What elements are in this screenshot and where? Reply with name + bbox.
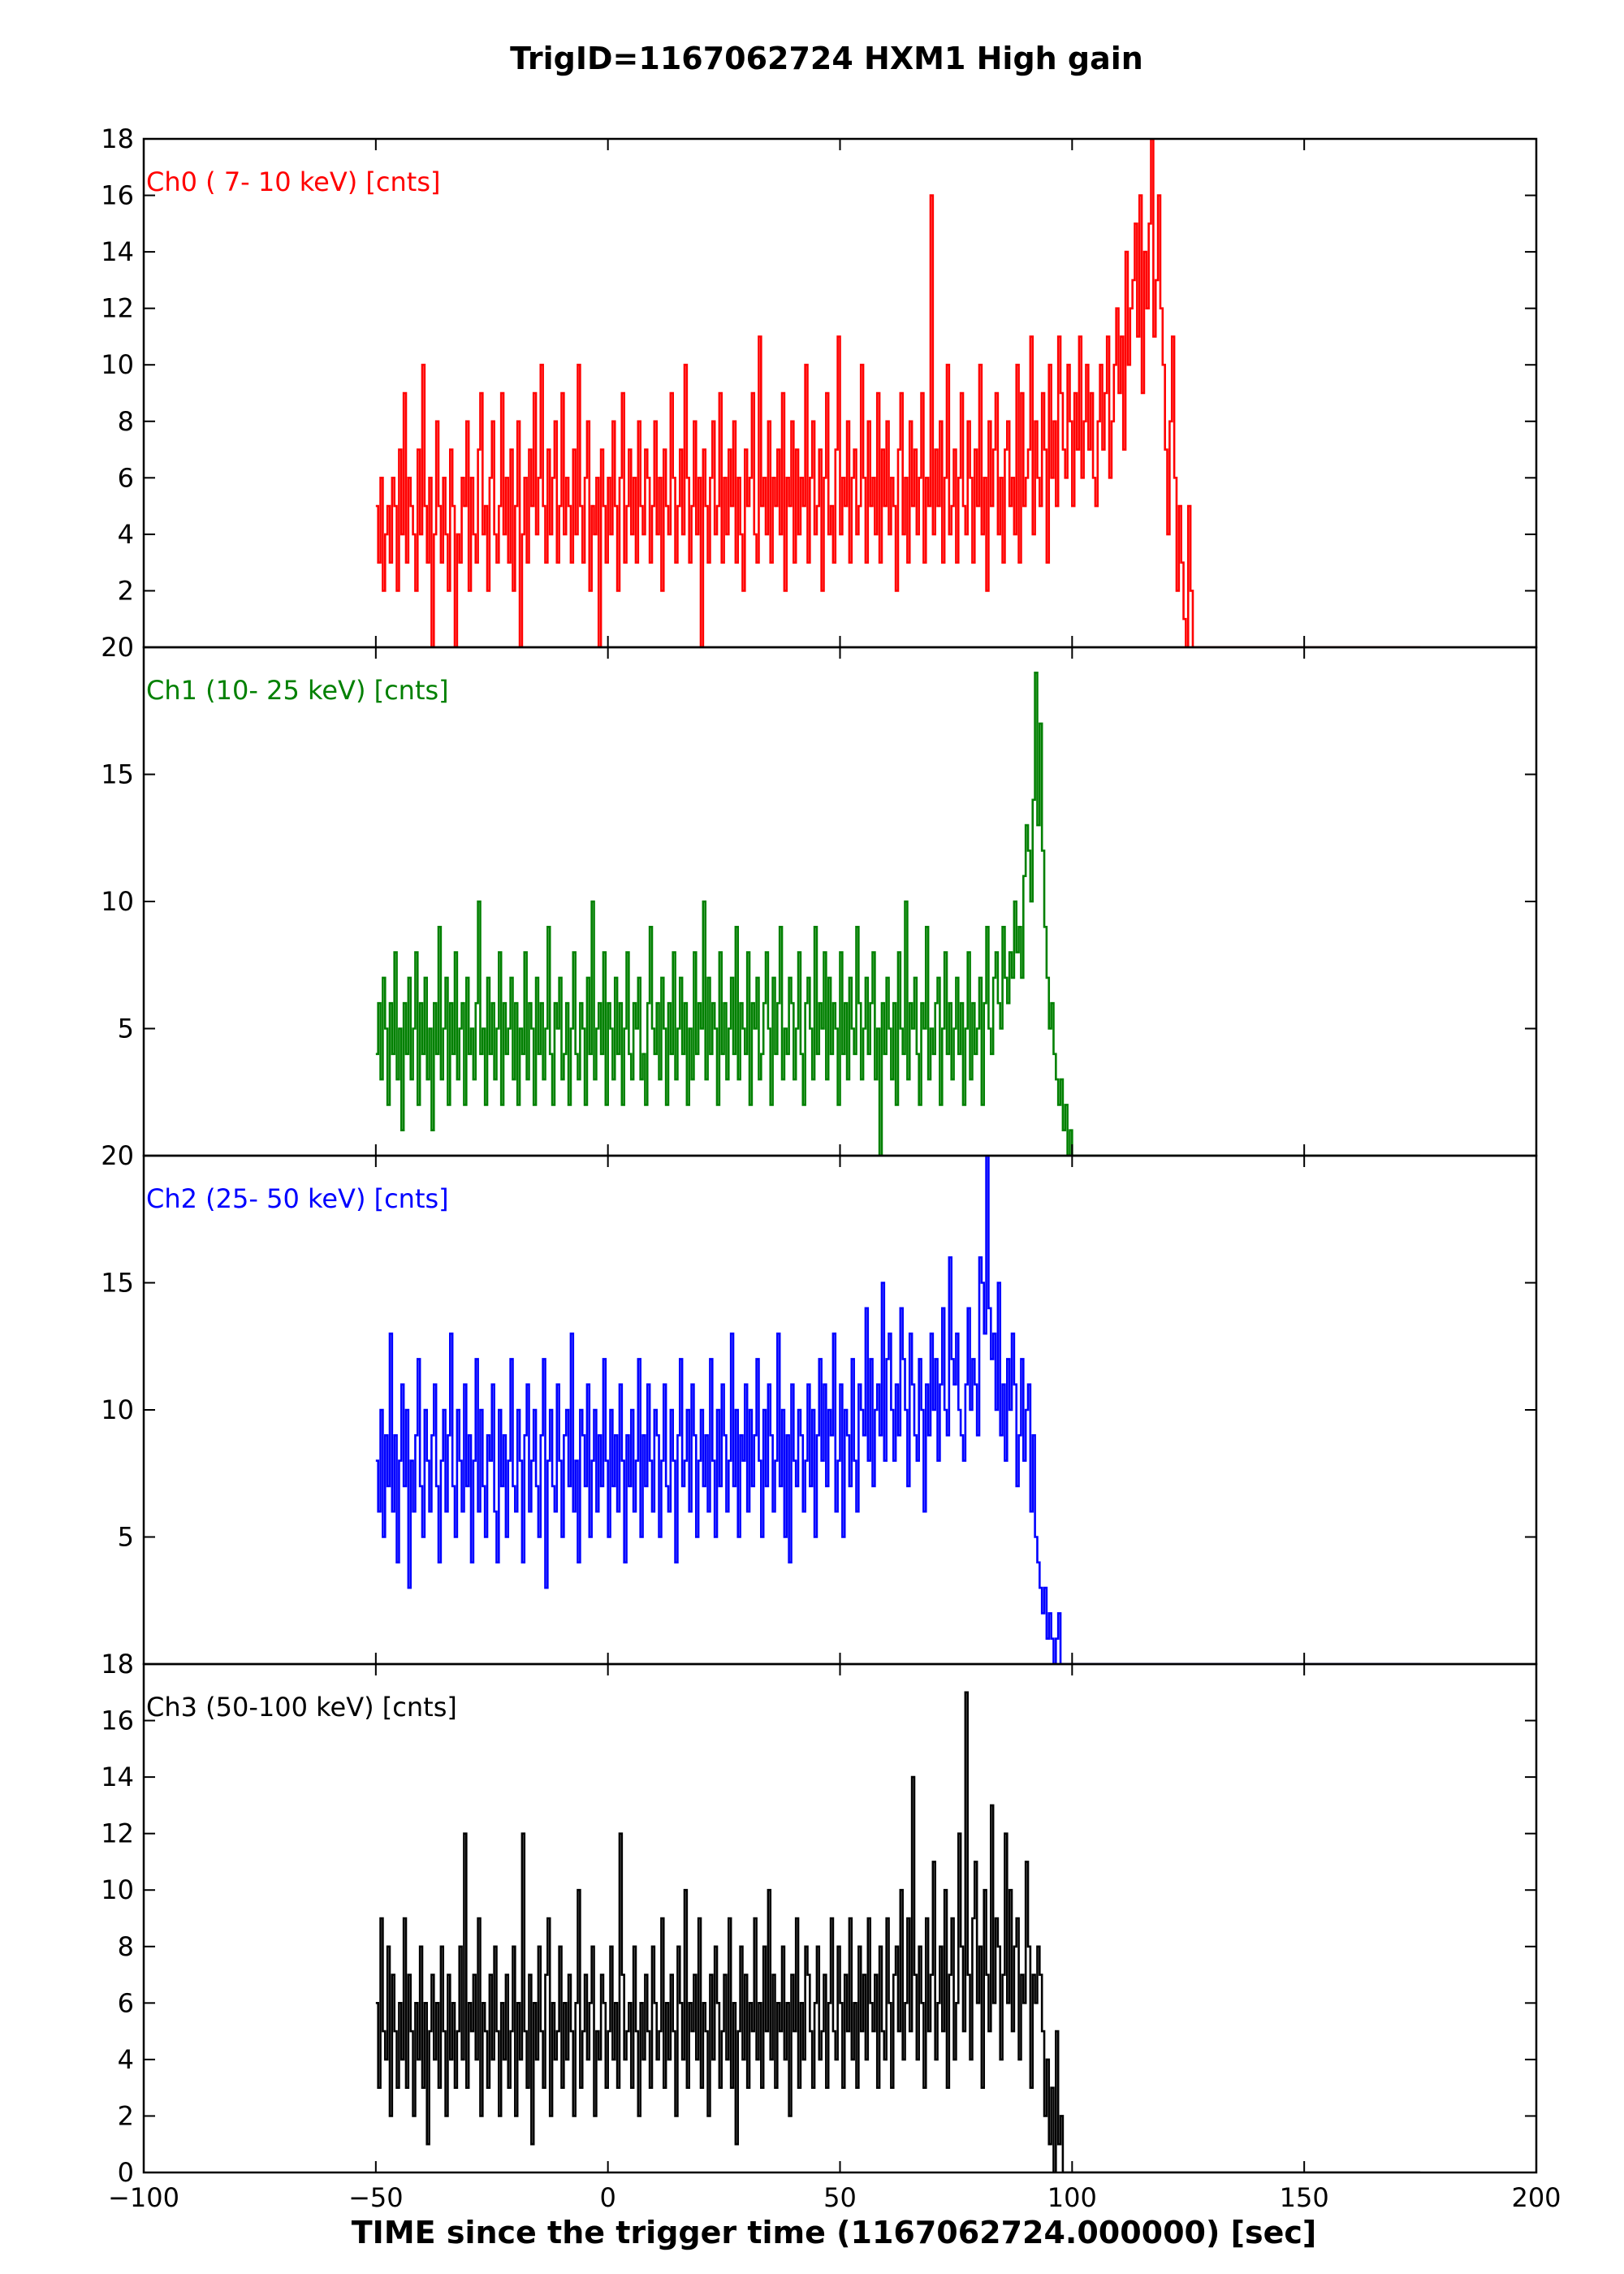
y-tick-label: 20 bbox=[101, 632, 134, 663]
x-tick-label: 0 bbox=[599, 2182, 615, 2213]
x-tick-label: 200 bbox=[1511, 2182, 1561, 2213]
y-tick-label: 10 bbox=[101, 1394, 134, 1425]
y-tick-label: 16 bbox=[101, 1706, 134, 1736]
panel-label-ch3: Ch3 (50-100 keV) [cnts] bbox=[146, 1692, 457, 1723]
y-tick-label: 16 bbox=[101, 180, 134, 211]
y-tick-label: 6 bbox=[118, 462, 134, 493]
y-tick-label: 14 bbox=[101, 1762, 134, 1792]
series-line-ch2 bbox=[375, 1156, 1421, 1664]
x-axis-label: TIME since the trigger time (1167062724.… bbox=[352, 2215, 1316, 2250]
y-tick-label: 0 bbox=[118, 2157, 134, 2188]
y-tick-label: 12 bbox=[101, 1818, 134, 1849]
y-tick-label: 18 bbox=[101, 123, 134, 154]
x-tick-label: 100 bbox=[1047, 2182, 1097, 2213]
y-tick-label: 20 bbox=[101, 1140, 134, 1171]
y-tick-label: 6 bbox=[118, 1987, 134, 2018]
y-tick-label: 10 bbox=[101, 886, 134, 917]
y-tick-label: 15 bbox=[101, 1268, 134, 1299]
y-tick-label: 2 bbox=[118, 2100, 134, 2131]
y-tick-label: 18 bbox=[101, 1649, 134, 1680]
x-axis: −100 −50 0 50 100 150 200 bbox=[108, 2182, 1561, 2213]
x-tick-label: 50 bbox=[823, 2182, 857, 2213]
panel-label-ch1: Ch1 (10- 25 keV) [cnts] bbox=[146, 675, 449, 706]
y-tick-label: 4 bbox=[118, 519, 134, 550]
figure-title: TrigID=1167062724 HXM1 High gain bbox=[510, 41, 1143, 76]
y-tick-label: 8 bbox=[118, 1931, 134, 1962]
y-tick-label: 12 bbox=[101, 293, 134, 324]
y-tick-label: 10 bbox=[101, 1874, 134, 1905]
y-tick-label: 14 bbox=[101, 236, 134, 267]
series-line-ch3 bbox=[375, 1691, 1421, 2172]
x-tick-label: −50 bbox=[348, 2182, 404, 2213]
panels-group: 2 4 6 8 10 12 14 16 18 Ch0 ( 7- 10 keV) [cnts] 5 10… bbox=[101, 123, 1538, 2188]
y-tick-label: 10 bbox=[101, 349, 134, 380]
y-tick-label: 15 bbox=[101, 759, 134, 790]
panel-label-ch0: Ch0 ( 7- 10 keV) [cnts] bbox=[146, 166, 440, 197]
panel-label-ch2: Ch2 (25- 50 keV) [cnts] bbox=[146, 1183, 449, 1214]
y-tick-label: 2 bbox=[118, 575, 134, 606]
y-tick-label: 5 bbox=[118, 1522, 134, 1553]
series-line-ch1 bbox=[375, 672, 1421, 1156]
x-tick-label: 150 bbox=[1280, 2182, 1329, 2213]
x-tick-label: −100 bbox=[108, 2182, 179, 2213]
series-line-ch0 bbox=[375, 139, 1421, 647]
y-tick-label: 5 bbox=[118, 1014, 134, 1044]
panel-3: 0 2 4 6 8 10 12 14 16 18 Ch3 (50-100 keV) [cnts] bbox=[101, 1649, 1538, 2188]
y-tick-label: 8 bbox=[118, 406, 134, 437]
y-tick-label: 4 bbox=[118, 2044, 134, 2075]
